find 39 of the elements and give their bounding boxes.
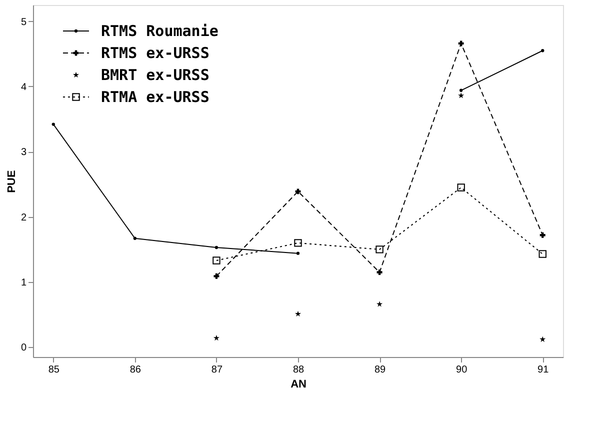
point bbox=[214, 246, 218, 250]
point bbox=[296, 252, 300, 255]
point bbox=[459, 88, 463, 92]
point bbox=[458, 40, 464, 46]
point bbox=[294, 310, 302, 317]
legend-label: RTMS ex-URSS bbox=[101, 44, 210, 62]
x-tick-label: 90 bbox=[456, 364, 468, 376]
point bbox=[457, 184, 465, 192]
x-tick-label: 85 bbox=[48, 364, 60, 376]
y-tick-label: 4 bbox=[20, 82, 27, 93]
point bbox=[52, 122, 55, 126]
y-tick-label: 5 bbox=[20, 16, 27, 28]
y-tick-label: 3 bbox=[20, 147, 27, 158]
point bbox=[541, 49, 544, 52]
legend-label: RTMS Roumanie bbox=[101, 22, 218, 40]
legend-label: BMRT ex-URSS bbox=[101, 66, 210, 84]
y-axis-title: PUE bbox=[6, 170, 18, 193]
point bbox=[133, 236, 137, 240]
x-axis-title: AN bbox=[290, 378, 306, 390]
point bbox=[376, 270, 382, 275]
y-tick-label: 0 bbox=[20, 342, 27, 354]
x-tick-label: 89 bbox=[374, 364, 386, 376]
point bbox=[458, 92, 464, 98]
point bbox=[376, 301, 383, 307]
y-tick-label: 1 bbox=[20, 278, 27, 289]
point bbox=[213, 334, 220, 341]
x-tick-label: 86 bbox=[130, 364, 142, 376]
point bbox=[538, 250, 546, 258]
x-tick-label: 87 bbox=[211, 364, 223, 376]
point bbox=[376, 246, 384, 254]
point bbox=[294, 239, 302, 247]
point bbox=[214, 273, 220, 279]
legend-label: RTMA ex-URSS bbox=[101, 88, 210, 106]
y-tick-label: 2 bbox=[20, 212, 27, 224]
point bbox=[212, 256, 220, 264]
point bbox=[540, 336, 546, 342]
x-tick-label: 91 bbox=[538, 364, 550, 376]
x-tick-label: 88 bbox=[292, 364, 304, 376]
point bbox=[540, 232, 546, 238]
